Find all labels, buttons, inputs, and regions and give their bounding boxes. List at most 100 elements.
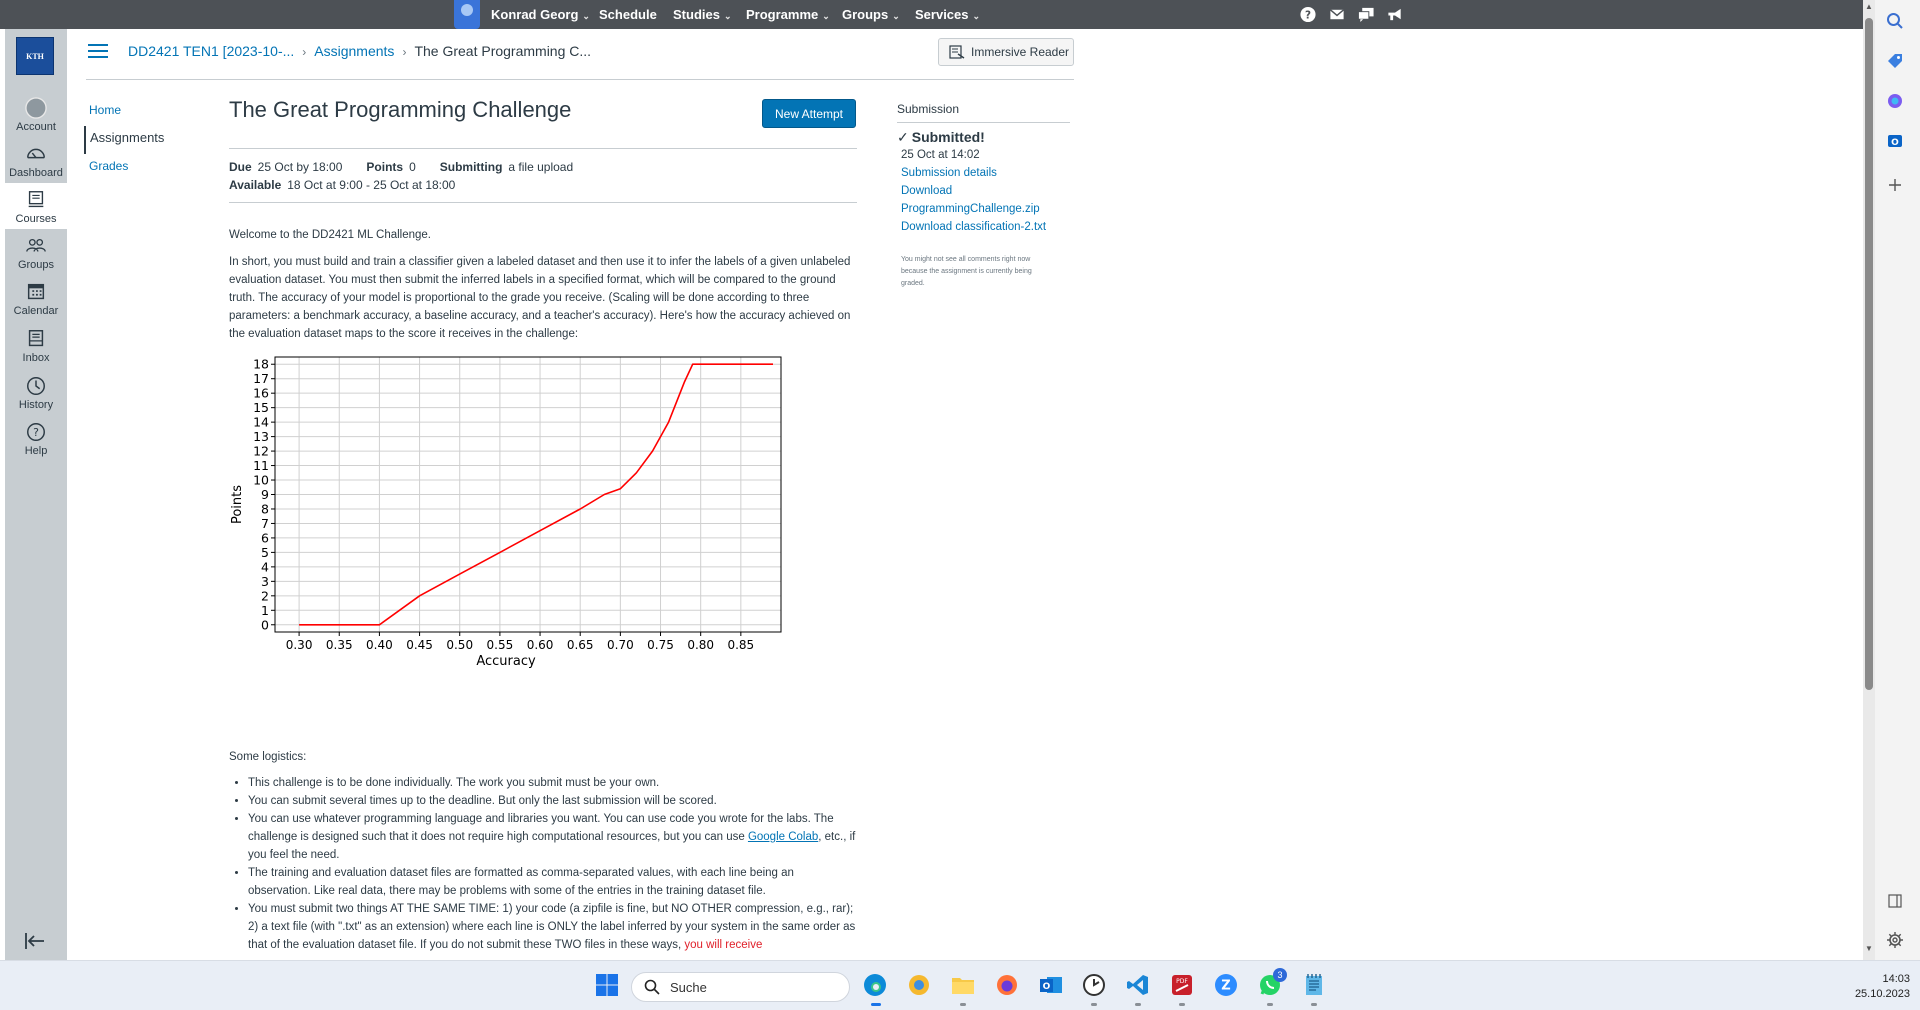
course-nav-grades[interactable]: Grades bbox=[89, 159, 129, 173]
pdf-editor-icon[interactable]: PDF bbox=[1167, 970, 1197, 1000]
meta-divider bbox=[229, 202, 857, 203]
notepad-icon[interactable] bbox=[1299, 970, 1329, 1000]
chat-icon[interactable] bbox=[1357, 6, 1375, 23]
welcome-text: Welcome to the DD2421 ML Challenge. bbox=[229, 229, 431, 241]
global-nav-inbox[interactable]: Inbox bbox=[5, 322, 67, 368]
y-tick-label: 16 bbox=[253, 386, 269, 401]
x-tick-label: 0.30 bbox=[286, 638, 313, 652]
help-circle-icon[interactable]: ? bbox=[1299, 6, 1317, 23]
page-title: The Great Programming Challenge bbox=[229, 97, 572, 122]
page-scrollbar[interactable]: ▲ ▼ bbox=[1863, 0, 1875, 960]
account-icon bbox=[25, 97, 47, 119]
immersive-reader-icon bbox=[949, 45, 965, 59]
file-explorer-icon[interactable] bbox=[948, 970, 978, 1000]
global-nav-help[interactable]: ? Help bbox=[5, 415, 67, 461]
sidebar-toggle-icon[interactable] bbox=[1880, 886, 1910, 916]
running-app-indicator bbox=[1179, 1003, 1185, 1006]
y-tick-label: 6 bbox=[261, 530, 269, 545]
y-tick-label: 11 bbox=[253, 458, 269, 473]
x-tick-label: 0.40 bbox=[366, 638, 393, 652]
topnav-schedule[interactable]: Schedule bbox=[599, 7, 657, 22]
chevron-right-icon: › bbox=[402, 45, 407, 59]
breadcrumb: DD2421 TEN1 [2023-10-... › Assignments › The… bbox=[128, 43, 591, 59]
y-tick-label: 4 bbox=[261, 559, 269, 574]
edge-browser-icon[interactable] bbox=[860, 970, 890, 1000]
outlook-app-icon[interactable]: O bbox=[1036, 970, 1066, 1000]
vscode-icon[interactable] bbox=[1123, 970, 1153, 1000]
outlook-icon[interactable]: O bbox=[1880, 126, 1910, 156]
course-navigation: Home Assignments Grades bbox=[84, 98, 194, 182]
availability-row: Available 18 Oct at 9:00 - 25 Oct at 18:0… bbox=[229, 178, 456, 192]
submission-date: 25 Oct at 14:02 bbox=[901, 149, 980, 161]
list-item: The training and evaluation dataset file… bbox=[248, 864, 859, 900]
running-app-indicator bbox=[1091, 1003, 1097, 1006]
breadcrumb-course[interactable]: DD2421 TEN1 [2023-10-... bbox=[128, 43, 295, 59]
global-nav-groups[interactable]: Groups bbox=[5, 229, 67, 275]
series-line bbox=[299, 363, 773, 626]
course-menu-toggle[interactable] bbox=[88, 44, 108, 60]
file-zip-link[interactable]: ProgrammingChallenge.zip bbox=[901, 203, 1040, 215]
topnav-groups[interactable]: Groups ⌄ bbox=[842, 7, 900, 22]
dashboard-icon bbox=[27, 148, 45, 159]
submission-heading: Submission bbox=[897, 102, 1070, 123]
kth-logo[interactable]: KTH bbox=[16, 37, 54, 75]
taskbar-search[interactable]: Suche bbox=[631, 972, 850, 1002]
zoom-icon[interactable]: Z bbox=[1211, 970, 1241, 1000]
list-item: You can submit several times up to the d… bbox=[248, 792, 859, 810]
windows-start-icon[interactable] bbox=[592, 970, 622, 1000]
chevron-down-icon: ⌄ bbox=[892, 11, 900, 21]
y-tick-label: 9 bbox=[261, 487, 269, 502]
system-clock[interactable]: 14:03 25.10.2023 bbox=[1830, 972, 1910, 1002]
global-nav-account[interactable]: Account bbox=[5, 91, 67, 137]
global-nav-history[interactable]: History bbox=[5, 369, 67, 415]
browser-search-icon[interactable] bbox=[1880, 6, 1910, 36]
global-nav-calendar[interactable]: Calendar bbox=[5, 275, 67, 321]
topnav-studies[interactable]: Studies ⌄ bbox=[673, 7, 732, 22]
x-tick-label: 0.85 bbox=[727, 638, 754, 652]
y-tick-label: 7 bbox=[261, 516, 269, 531]
y-tick-label: 8 bbox=[261, 501, 269, 516]
mail-icon[interactable] bbox=[1328, 6, 1346, 23]
scroll-down-icon[interactable]: ▼ bbox=[1865, 944, 1873, 953]
megaphone-icon[interactable] bbox=[1386, 6, 1404, 23]
clock-app-icon[interactable] bbox=[1079, 970, 1109, 1000]
shopping-tag-icon[interactable] bbox=[1880, 46, 1910, 76]
chrome-canary-icon[interactable] bbox=[904, 970, 934, 1000]
y-tick-label: 13 bbox=[253, 429, 269, 444]
user-menu[interactable]: Konrad Georg ⌄ bbox=[491, 7, 590, 22]
global-navigation: KTH Account Dashboard Courses Groups Cal… bbox=[5, 29, 67, 960]
x-tick-label: 0.60 bbox=[527, 638, 554, 652]
collapse-nav-icon[interactable] bbox=[23, 931, 47, 951]
global-nav-courses[interactable]: Courses bbox=[5, 183, 67, 229]
user-avatar-icon[interactable] bbox=[454, 0, 480, 29]
topnav-services[interactable]: Services ⌄ bbox=[915, 7, 981, 22]
scroll-up-icon[interactable]: ▲ bbox=[1865, 2, 1873, 11]
submission-status: ✓ Submitted! bbox=[897, 129, 985, 145]
settings-icon[interactable] bbox=[1880, 925, 1910, 955]
new-attempt-button[interactable]: New Attempt bbox=[762, 99, 856, 128]
running-app-indicator bbox=[960, 1003, 966, 1006]
breadcrumb-assignments[interactable]: Assignments bbox=[314, 43, 395, 59]
firefox-icon[interactable] bbox=[992, 970, 1022, 1000]
course-nav-assignments[interactable]: Assignments bbox=[84, 126, 194, 154]
submission-details-link[interactable]: Submission details bbox=[901, 167, 997, 179]
google-colab-link[interactable]: Google Colab bbox=[747, 831, 819, 843]
course-nav-home[interactable]: Home bbox=[89, 103, 122, 117]
logistics-section: Some logistics: This challenge is to be … bbox=[229, 748, 859, 954]
global-nav-dashboard[interactable]: Dashboard bbox=[5, 137, 67, 183]
scrollbar-thumb[interactable] bbox=[1865, 18, 1873, 690]
assignment-meta-row: Due 25 Oct by 18:00 Points 0 Submitting a fil… bbox=[229, 160, 574, 174]
download-link[interactable]: Download bbox=[901, 185, 953, 197]
running-app-indicator bbox=[1311, 1003, 1317, 1006]
add-icon[interactable] bbox=[1880, 170, 1910, 200]
list-item: You can use whatever programming languag… bbox=[248, 810, 859, 864]
list-item: This challenge is to be done individuall… bbox=[248, 774, 859, 792]
list-item: You must submit two things AT THE SAME T… bbox=[248, 900, 859, 954]
x-tick-label: 0.65 bbox=[567, 638, 594, 652]
copilot-icon[interactable] bbox=[1880, 86, 1910, 116]
topnav-programme[interactable]: Programme ⌄ bbox=[746, 7, 830, 22]
file-txt-download-link[interactable]: Download classification-2.txt bbox=[901, 221, 1047, 233]
active-app-indicator bbox=[871, 1003, 881, 1006]
immersive-reader-button[interactable]: Immersive Reader bbox=[938, 38, 1074, 66]
